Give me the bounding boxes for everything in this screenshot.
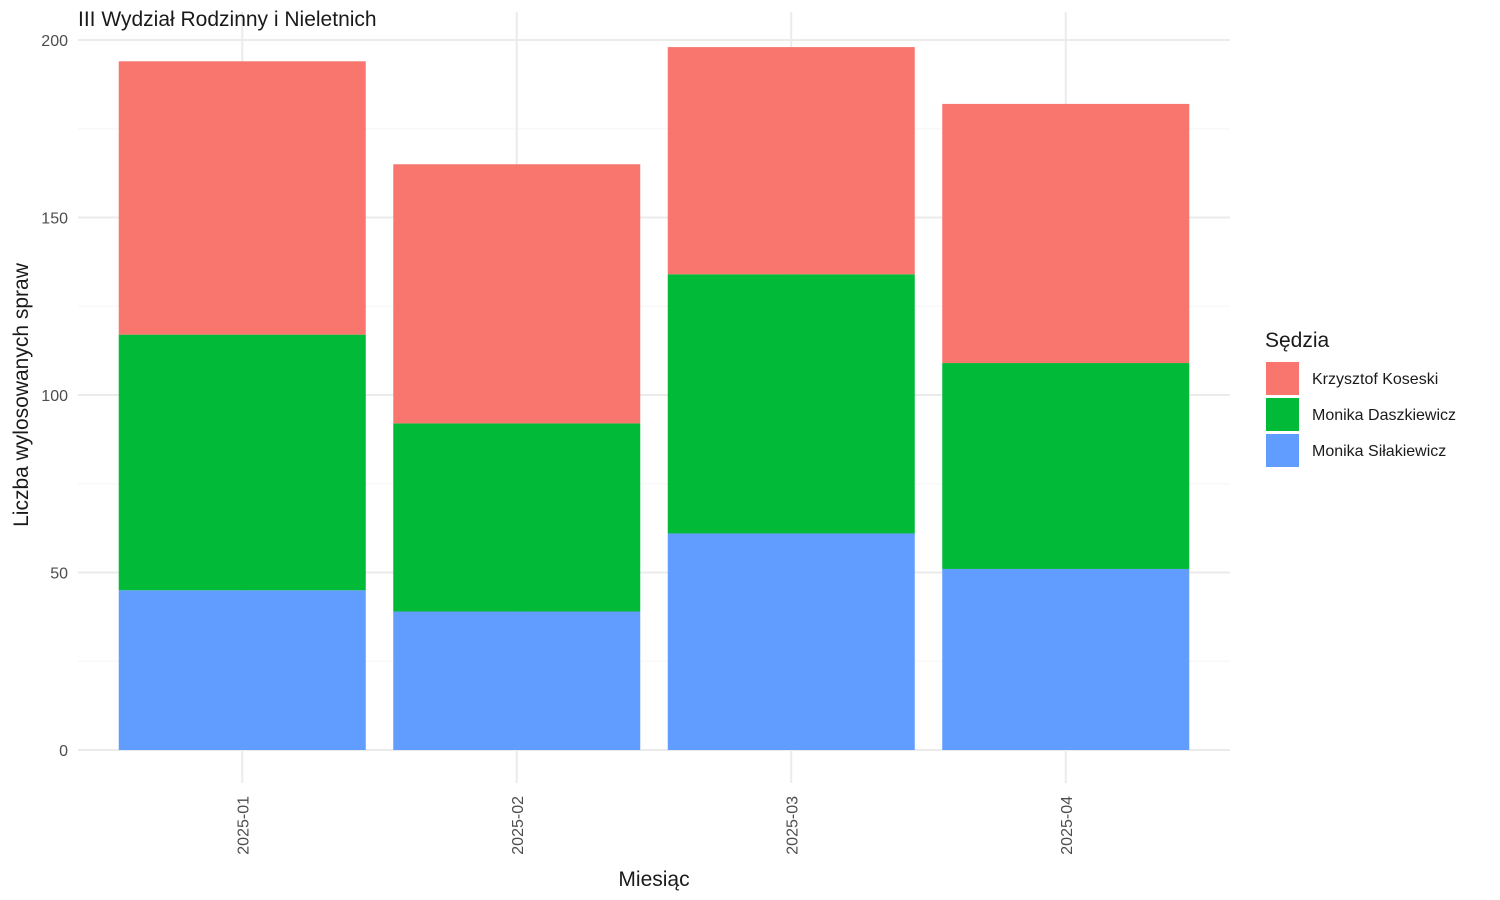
bar-segment [942,568,1190,750]
legend-items: Krzysztof Koseski Monika Daszkiewicz Monik… [1266,362,1456,467]
legend-title: Sędzia [1265,329,1330,352]
x-axis-ticks: 2025-01 2025-02 2025-03 2025-04 [235,796,1076,855]
x-tick-label: 2025-04 [1059,796,1076,855]
y-tick-label: 150 [41,211,68,228]
bar-segment [393,164,641,424]
legend-label: Krzysztof Koseski [1312,371,1438,388]
legend-key [1266,398,1299,431]
legend-label: Monika Daszkiewicz [1312,407,1456,424]
legend: Sędzia Krzysztof Koseski Monika Daszkiewi… [1265,329,1456,467]
y-axis-ticks: 0 50 100 150 200 [41,33,68,760]
y-tick-label: 200 [41,33,68,50]
bar-segment [393,423,641,612]
legend-key [1266,362,1299,395]
x-axis-title: Miesiąc [618,868,689,891]
bar-segment [118,590,366,750]
y-tick-label: 0 [59,743,68,760]
bar-segment [393,611,641,750]
y-axis-title: Liczba wylosowanych spraw [10,262,33,527]
legend-key [1266,434,1299,467]
x-tick-label: 2025-02 [510,796,527,855]
y-tick-label: 100 [41,388,68,405]
bar-segment [942,363,1190,569]
bar-segment [667,47,915,275]
legend-label: Monika Siłakiewicz [1312,443,1446,460]
bar-segment [942,103,1190,364]
bar-segment [118,334,366,591]
bars-group [118,47,1190,750]
bar-segment [667,274,915,534]
x-tick-label: 2025-01 [235,796,252,855]
chart-title: III Wydział Rodzinny i Nieletnich [78,8,377,31]
x-tick-label: 2025-03 [784,796,801,855]
y-tick-label: 50 [50,566,68,583]
bar-segment [667,533,915,750]
bar-segment [118,61,366,335]
